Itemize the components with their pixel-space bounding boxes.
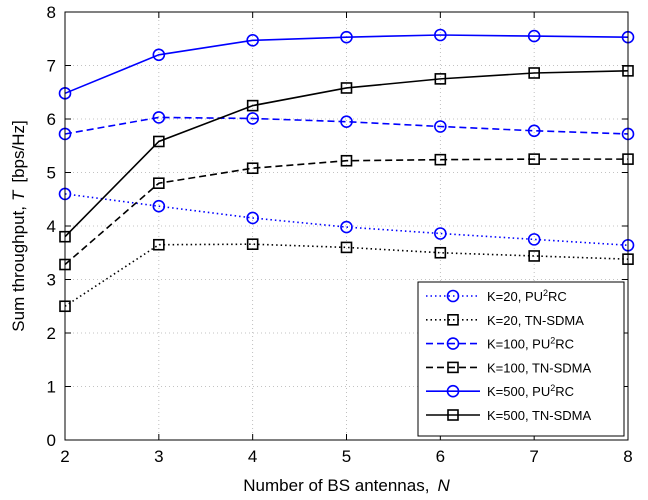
legend-marker [447, 313, 459, 326]
data-point [434, 227, 447, 240]
y-tick-label: 0 [47, 431, 56, 450]
data-point [246, 112, 259, 125]
data-point [246, 162, 259, 175]
legend-marker [447, 409, 459, 421]
x-tick-label: 2 [60, 447, 69, 466]
legend-entry: K=100, PU2RC [426, 336, 574, 352]
series-line [64, 34, 629, 95]
data-point [152, 48, 166, 62]
y-axis-label-text: Sum throughput, [9, 206, 28, 332]
data-point [528, 67, 540, 79]
series-line [64, 158, 628, 266]
legend-entry: K=500, TN-SDMA [426, 408, 591, 423]
x-tick-label: 8 [623, 447, 632, 466]
x-tick-label: 6 [436, 447, 445, 466]
series-3 [58, 111, 635, 141]
legend-label: K=500, TN-SDMA [487, 408, 591, 423]
data-point [527, 233, 541, 246]
y-axis-unit: [bps/Hz] [9, 120, 28, 182]
data-point [340, 30, 353, 44]
tick-labels: 2 3 4 5 6 7 8 0 1 2 3 4 5 6 7 8 [47, 3, 633, 466]
x-tick-label: 7 [529, 447, 538, 466]
legend-label: K=500, PU2RC [487, 383, 574, 399]
data-point [340, 154, 353, 167]
data-point [246, 34, 259, 47]
data-point [153, 135, 165, 148]
x-axis-label: Number of BS antennas, N [243, 476, 450, 495]
data-point [153, 238, 165, 251]
data-point [340, 115, 353, 128]
data-point [527, 29, 541, 43]
x-tick-label: 5 [342, 447, 351, 466]
data-point [434, 120, 447, 133]
y-tick-label: 5 [47, 164, 56, 183]
legend-entry: K=20, TN-SDMA [426, 313, 584, 328]
legend: K=20, PU2RC K=20, TN-SDMA K=100, PU2RC K=10… [417, 281, 625, 437]
data-point [340, 241, 353, 254]
legend-label: K=20, TN-SDMA [487, 313, 584, 328]
legend-entry: K=100, TN-SDMA [426, 360, 591, 375]
series-line [64, 70, 629, 238]
y-axis-label: Sum throughput, T [bps/Hz] [9, 120, 28, 331]
y-tick-label: 6 [47, 110, 56, 129]
data-point [340, 82, 353, 94]
legend-marker [447, 361, 459, 374]
series-line [64, 116, 629, 135]
data-point [152, 199, 166, 213]
y-tick-label: 4 [47, 217, 56, 236]
legend-label: K=20, PU2RC [487, 288, 567, 304]
legend-entry: K=500, PU2RC [426, 383, 574, 399]
data-point [153, 177, 165, 189]
data-point [528, 153, 540, 165]
y-axis-symbol: T [9, 189, 28, 201]
y-tick-label: 2 [47, 324, 56, 343]
data-point [246, 211, 259, 225]
legend-marker [446, 289, 460, 303]
legend-marker [446, 337, 460, 350]
data-point [434, 28, 447, 42]
y-tick-label: 7 [47, 57, 56, 76]
series-layer [58, 28, 635, 313]
series-1 [58, 187, 635, 252]
legend-entry: K=20, PU2RC [426, 288, 567, 304]
legend-label: K=100, TN-SDMA [487, 360, 591, 375]
y-tick-label: 3 [47, 271, 56, 290]
data-point [246, 99, 259, 112]
y-tick-label: 8 [47, 3, 56, 22]
legend-label: K=100, PU2RC [487, 336, 574, 352]
legend-marker [446, 384, 460, 398]
data-point [340, 220, 353, 234]
data-point [246, 238, 259, 250]
series-6 [59, 65, 634, 243]
data-point [528, 250, 540, 262]
data-point [434, 246, 447, 259]
x-tick-label: 3 [154, 447, 163, 466]
y-tick-label: 1 [47, 378, 56, 397]
x-tick-label: 4 [248, 447, 257, 466]
series-line [64, 193, 629, 247]
axis-ticks [64, 11, 629, 441]
series-5 [58, 28, 635, 100]
x-axis-symbol: N [437, 476, 450, 495]
data-point [434, 73, 447, 85]
data-point [527, 124, 541, 138]
data-point [152, 111, 166, 124]
data-point [434, 153, 447, 166]
x-axis-label-text: Number of BS antennas, [243, 476, 429, 495]
